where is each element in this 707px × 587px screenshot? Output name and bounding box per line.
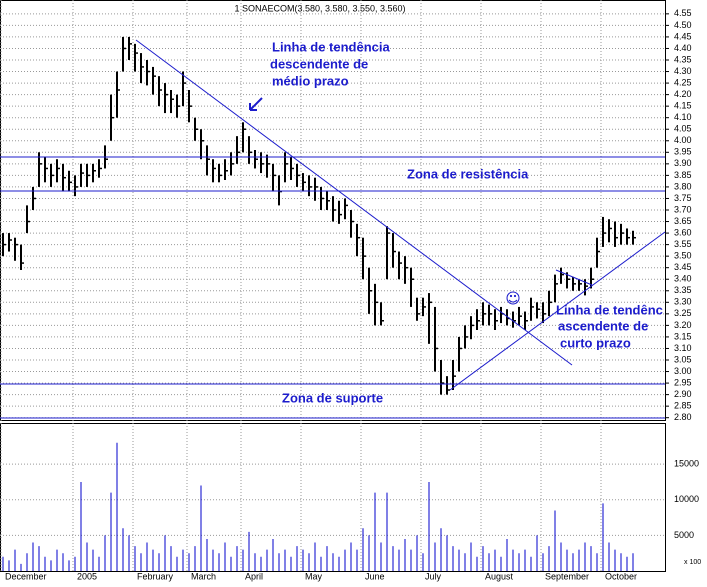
y-tick-label: 3.35 <box>674 285 692 295</box>
x-tick-label: February <box>137 571 174 581</box>
y-tick-label: 3.05 <box>674 354 692 364</box>
y-tick-label: 3.30 <box>674 297 692 307</box>
y-tick-label: 5000 <box>674 530 694 540</box>
smiley <box>506 291 520 305</box>
x-tick-label: August <box>485 571 514 581</box>
annotation: Linha de tendência <box>272 39 391 54</box>
y-tick-label: 4.30 <box>674 66 692 76</box>
volume-unit: x 100 <box>684 559 701 566</box>
y-tick-label: 3.15 <box>674 331 692 341</box>
y-tick-label: 4.20 <box>674 89 692 99</box>
annotation: Zona de suporte <box>282 390 383 405</box>
y-tick-label: 3.45 <box>674 262 692 272</box>
descending-trend-line <box>135 39 573 366</box>
y-tick-label: 3.95 <box>674 147 692 157</box>
y-tick-label: 3.85 <box>674 170 692 180</box>
x-tick-label: July <box>425 571 442 581</box>
y-tick-label: 2.90 <box>674 389 692 399</box>
annotation: médio prazo <box>272 73 349 88</box>
y-tick-label: 10000 <box>674 494 699 504</box>
y-tick-label: 4.45 <box>674 31 692 41</box>
annotation: Linha de tendênc <box>556 302 663 317</box>
y-tick-label: 3.40 <box>674 274 692 284</box>
x-tick-label: September <box>545 571 589 581</box>
y-tick-label: 4.25 <box>674 77 692 87</box>
trend-segment <box>555 269 593 286</box>
y-tick-label: 4.35 <box>674 54 692 64</box>
x-tick-label: March <box>191 571 216 581</box>
y-tick-label: 3.10 <box>674 343 692 353</box>
y-tick-label: 4.55 <box>674 8 692 18</box>
y-tick-label: 4.10 <box>674 112 692 122</box>
y-tick-label: 3.00 <box>674 366 692 376</box>
x-tick-label: May <box>305 571 323 581</box>
x-tick-label: December <box>5 571 47 581</box>
annotation: curto prazo <box>560 335 631 350</box>
y-tick-label: 3.90 <box>674 158 692 168</box>
y-tick-label: 3.80 <box>674 181 692 191</box>
chart-title: 1 SONAECOM(3.580, 3.580, 3.550, 3.560) <box>234 3 405 13</box>
y-tick-label: 2.95 <box>674 377 692 387</box>
y-tick-label: 4.00 <box>674 135 692 145</box>
volume-frame <box>0 423 666 572</box>
y-tick-label: 3.65 <box>674 216 692 226</box>
y-tick-label: 3.20 <box>674 320 692 330</box>
x-tick-label: 2005 <box>77 571 97 581</box>
y-tick-label: 3.75 <box>674 193 692 203</box>
annotation: ascendente de <box>558 318 648 333</box>
y-tick-label: 4.15 <box>674 101 692 111</box>
arrow <box>249 97 263 111</box>
y-tick-label: 2.80 <box>674 412 692 422</box>
y-tick-label: 15000 <box>674 459 699 469</box>
x-tick-label: April <box>245 571 263 581</box>
y-tick-label: 3.60 <box>674 227 692 237</box>
y-tick-label: 4.50 <box>674 20 692 30</box>
ascending-trend-line <box>449 231 666 391</box>
y-tick-label: 3.25 <box>674 308 692 318</box>
annotation: Zona de resistência <box>407 166 529 181</box>
y-tick-label: 2.85 <box>674 401 692 411</box>
y-tick-label: 3.70 <box>674 204 692 214</box>
y-tick-label: 3.55 <box>674 239 692 249</box>
x-tick-label: October <box>605 571 637 581</box>
y-tick-label: 4.40 <box>674 43 692 53</box>
y-tick-label: 4.05 <box>674 124 692 134</box>
y-tick-label: 3.50 <box>674 251 692 261</box>
annotation: descendente de <box>270 56 368 71</box>
x-tick-label: June <box>365 571 385 581</box>
